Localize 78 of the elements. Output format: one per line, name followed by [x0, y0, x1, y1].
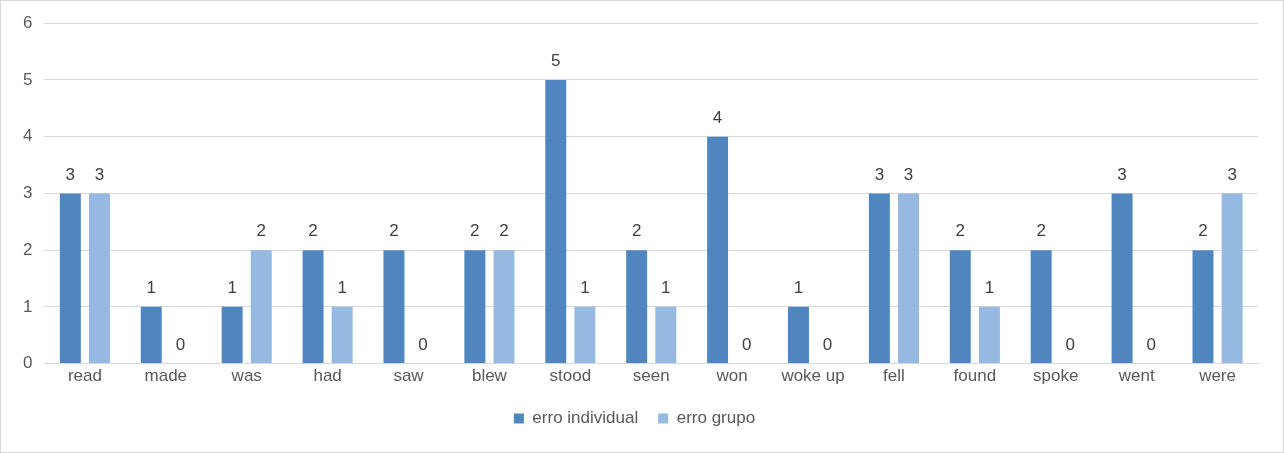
- data-label: 2: [499, 221, 509, 241]
- data-label: 0: [175, 334, 186, 354]
- bar: [787, 306, 809, 364]
- data-label: 3: [94, 164, 105, 184]
- x-tick-label: made: [144, 366, 188, 386]
- y-tick-label: 2: [22, 239, 33, 259]
- x-tick-label: fell: [883, 366, 905, 386]
- x-tick-label: went: [1117, 366, 1155, 386]
- bar: [545, 79, 567, 364]
- bar: [626, 250, 648, 364]
- data-label: 1: [337, 278, 347, 298]
- data-label: 1: [793, 278, 804, 298]
- data-label: 0: [1065, 334, 1076, 354]
- bar: [140, 306, 162, 364]
- y-tick-label: 1: [22, 296, 33, 316]
- bar: [1221, 193, 1243, 364]
- legend-label: erro individual: [532, 408, 639, 428]
- x-tick-label: spoke: [1033, 366, 1079, 386]
- data-label: 0: [741, 334, 752, 354]
- data-label: 1: [146, 278, 156, 298]
- bar: [493, 250, 515, 364]
- data-label: 2: [308, 221, 318, 241]
- data-label: 3: [1227, 164, 1237, 184]
- x-tick-label: found: [953, 366, 997, 386]
- bar: [978, 306, 1000, 364]
- bar: [655, 306, 677, 364]
- data-label: 1: [661, 278, 671, 298]
- bar: [250, 250, 272, 364]
- data-label: 1: [227, 278, 237, 298]
- x-tick-label: had: [313, 366, 342, 386]
- bar: [949, 250, 971, 364]
- data-label: 2: [955, 221, 966, 241]
- bar: [302, 250, 324, 364]
- x-tick-label: was: [230, 366, 262, 386]
- data-label: 2: [256, 221, 267, 241]
- data-label: 2: [1036, 221, 1046, 241]
- data-label: 2: [470, 221, 480, 241]
- bar: [574, 306, 596, 364]
- bar: [707, 136, 729, 364]
- data-label: 0: [822, 334, 833, 354]
- bar: [1192, 250, 1214, 364]
- x-tick-label: blew: [471, 366, 508, 386]
- data-label: 5: [551, 51, 561, 71]
- data-label: 2: [389, 221, 399, 241]
- bar: [88, 193, 110, 364]
- bar: [221, 306, 243, 364]
- bar: [331, 306, 353, 364]
- data-label: 1: [580, 278, 590, 298]
- y-tick-label: 3: [22, 183, 33, 203]
- bar: [59, 193, 81, 364]
- data-label: 1: [984, 278, 995, 298]
- x-tick-label: were: [1198, 366, 1236, 386]
- bar: [383, 250, 405, 364]
- x-tick-label: seen: [632, 366, 670, 386]
- data-label: 4: [712, 107, 723, 127]
- x-tick-label: read: [67, 366, 102, 386]
- x-tick-label: woke up: [780, 366, 845, 386]
- data-label: 2: [631, 221, 642, 241]
- data-label: 2: [1198, 221, 1208, 241]
- y-tick-label: 5: [22, 69, 33, 89]
- bar: [898, 193, 919, 364]
- data-label: 3: [874, 164, 885, 184]
- data-label: 0: [418, 334, 428, 354]
- y-tick-label: 4: [22, 126, 33, 146]
- bar: [1111, 193, 1133, 364]
- data-label: 3: [65, 164, 76, 184]
- data-label: 3: [903, 164, 914, 184]
- x-tick-label: saw: [393, 366, 425, 386]
- data-label: 3: [1117, 164, 1127, 184]
- bar: [1030, 250, 1052, 364]
- y-tick-label: 0: [22, 353, 33, 373]
- x-tick-label: stood: [549, 366, 592, 386]
- data-label: 0: [1146, 334, 1156, 354]
- bar: [868, 193, 890, 364]
- legend-label: erro grupo: [676, 408, 756, 428]
- x-tick-label: won: [715, 366, 748, 386]
- bar: [464, 250, 486, 364]
- y-tick-label: 6: [22, 12, 33, 32]
